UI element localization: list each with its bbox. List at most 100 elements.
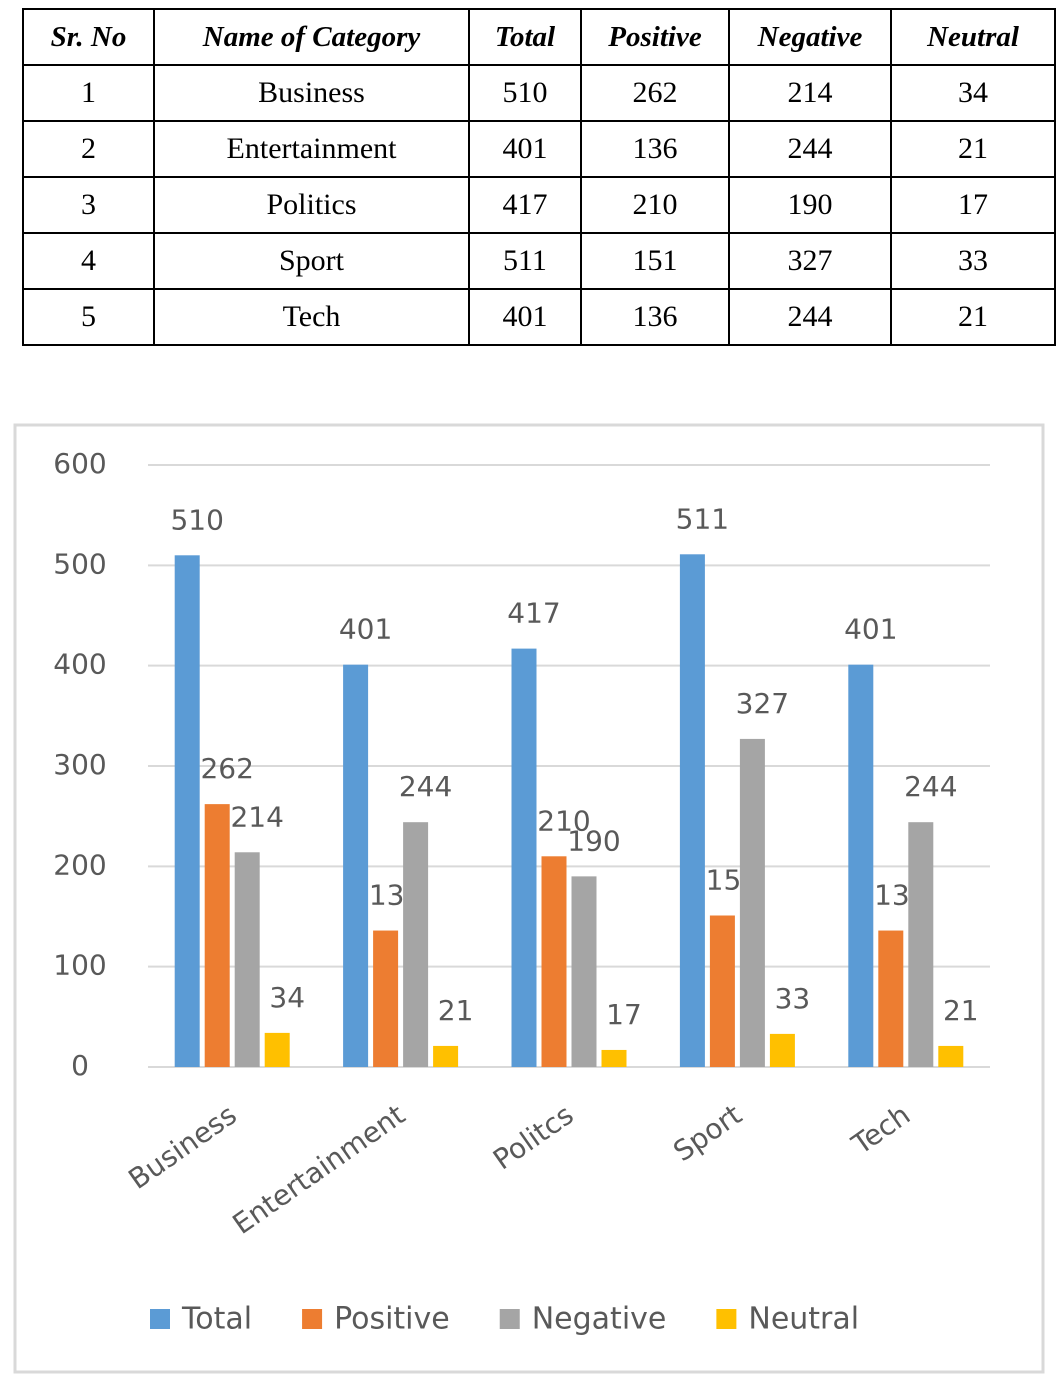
y-tick-label: 600: [53, 447, 106, 480]
bar: [541, 856, 567, 1067]
table-row: 4 Sport 511 151 327 33: [22, 232, 1056, 290]
table-cell: Sport: [153, 232, 470, 290]
bar: [511, 648, 537, 1067]
table-cell: 5: [22, 288, 155, 346]
y-tick-label: 100: [53, 949, 106, 982]
header-cell: Negative: [728, 8, 892, 66]
table-cell: 136: [580, 288, 730, 346]
y-tick-label: 0: [71, 1049, 89, 1082]
chart-frame: [13, 423, 1045, 1374]
y-tick-label: 200: [53, 848, 106, 881]
bar: [433, 1045, 459, 1067]
legend-label: Neutral: [748, 1302, 859, 1337]
y-tick-label: 300: [53, 748, 106, 781]
data-label: 417: [507, 597, 560, 630]
bar: [679, 554, 705, 1067]
header-cell: Sr. No: [22, 8, 155, 66]
bar: [264, 1032, 290, 1067]
table-cell: 417: [468, 176, 582, 234]
legend-label: Positive: [334, 1302, 450, 1337]
table-cell: 510: [468, 64, 582, 122]
legend-swatch: [499, 1309, 520, 1329]
bar: [343, 664, 369, 1067]
header-cell: Positive: [580, 8, 730, 66]
data-label: 401: [844, 613, 897, 646]
legend-swatch: [150, 1309, 170, 1329]
table-cell: 190: [728, 176, 892, 234]
data-label: 190: [567, 824, 620, 857]
data-label: 21: [943, 994, 979, 1027]
bar: [174, 555, 200, 1067]
table-row: 1 Business 510 262 214 34: [22, 64, 1056, 122]
table-cell: 17: [890, 176, 1056, 234]
bar: [373, 930, 399, 1067]
bar: [234, 852, 260, 1067]
data-label: 34: [269, 981, 305, 1014]
data-label: 244: [904, 770, 957, 803]
table-row: 2 Entertainment 401 136 244 21: [22, 120, 1056, 178]
data-label: 21: [438, 994, 474, 1027]
data-label: 244: [399, 770, 452, 803]
x-tick-label: Politcs: [487, 1098, 579, 1176]
x-tick-label: Sport: [667, 1098, 748, 1168]
table-cell: 401: [468, 288, 582, 346]
data-label: 214: [230, 800, 283, 833]
data-label: 510: [170, 503, 223, 536]
data-label: 327: [736, 687, 789, 720]
table-cell: Business: [153, 64, 470, 122]
header-cell: Total: [468, 8, 582, 66]
data-label: 210: [537, 804, 590, 837]
y-tick-label: 500: [53, 547, 106, 580]
data-table: Sr. No Name of Category Total Positive Negat…: [22, 8, 1056, 346]
table-row: 5 Tech 401 136 244 21: [22, 288, 1056, 346]
legend-swatch: [302, 1309, 323, 1329]
table-body: 1 Business 510 262 214 34 2 Entertainment 401 136…: [22, 64, 1056, 346]
table-cell: 244: [728, 288, 892, 346]
table-cell: 21: [890, 120, 1056, 178]
bar: [739, 738, 765, 1067]
bar: [908, 822, 934, 1067]
table-cell: Politics: [153, 176, 470, 234]
table-cell: 1: [22, 64, 155, 122]
header-cell: Neutral: [890, 8, 1056, 66]
data-label: 511: [676, 502, 729, 535]
legend-label: Total: [181, 1302, 252, 1337]
bar: [601, 1049, 627, 1067]
table-cell: 3: [22, 176, 155, 234]
data-label: 17: [606, 998, 642, 1031]
header-row: Sr. No Name of Category Total Positive Negat…: [22, 8, 1056, 66]
bar: [938, 1045, 964, 1067]
table-cell: 33: [890, 232, 1056, 290]
table-cell: 511: [468, 232, 582, 290]
bar: [403, 822, 429, 1067]
data-label: 401: [339, 613, 392, 646]
bar: [571, 876, 597, 1067]
bar: [709, 915, 735, 1067]
table-cell: 210: [580, 176, 730, 234]
table-cell: 327: [728, 232, 892, 290]
legend-swatch: [716, 1309, 737, 1329]
table-cell: Tech: [153, 288, 470, 346]
legend-label: Negative: [532, 1302, 667, 1337]
table-cell: 21: [890, 288, 1056, 346]
table-cell: 151: [580, 232, 730, 290]
table-cell: 401: [468, 120, 582, 178]
y-tick-label: 400: [53, 648, 106, 681]
table-cell: 2: [22, 120, 155, 178]
bar: [878, 930, 904, 1067]
table-cell: 136: [580, 120, 730, 178]
table-cell: Entertainment: [153, 120, 470, 178]
data-label: 33: [775, 982, 811, 1015]
data-label: 262: [200, 752, 253, 785]
table-cell: 244: [728, 120, 892, 178]
table-cell: 214: [728, 64, 892, 122]
table-cell: 4: [22, 232, 155, 290]
bar: [769, 1033, 795, 1067]
bar: [848, 664, 874, 1067]
x-tick-label: Tech: [845, 1098, 916, 1162]
table-cell: 262: [580, 64, 730, 122]
table-row: 3 Politics 417 210 190 17: [22, 176, 1056, 234]
bar: [204, 804, 230, 1067]
